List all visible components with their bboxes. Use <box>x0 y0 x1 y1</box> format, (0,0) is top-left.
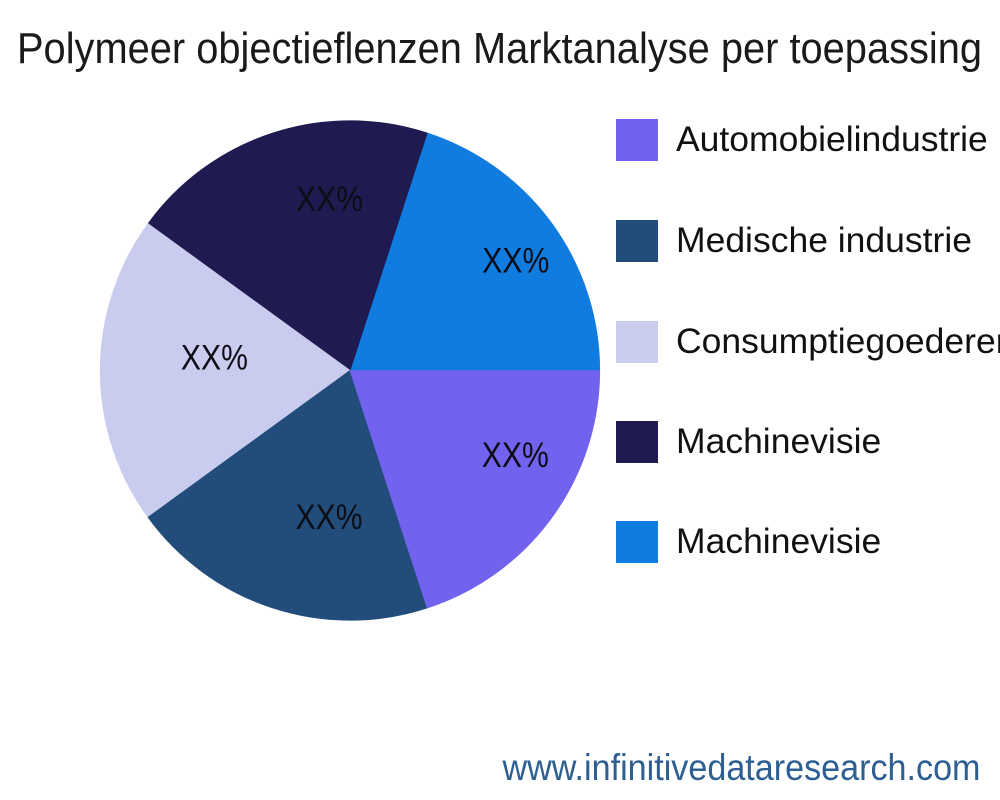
svg-text:XX%: XX% <box>482 436 549 475</box>
svg-text:XX%: XX% <box>296 180 363 219</box>
svg-text:XX%: XX% <box>482 242 549 281</box>
svg-text:www.infinitivedataresearch.com: www.infinitivedataresearch.com <box>502 746 981 788</box>
svg-text:XX%: XX% <box>181 339 248 378</box>
svg-text:XX%: XX% <box>296 498 363 537</box>
